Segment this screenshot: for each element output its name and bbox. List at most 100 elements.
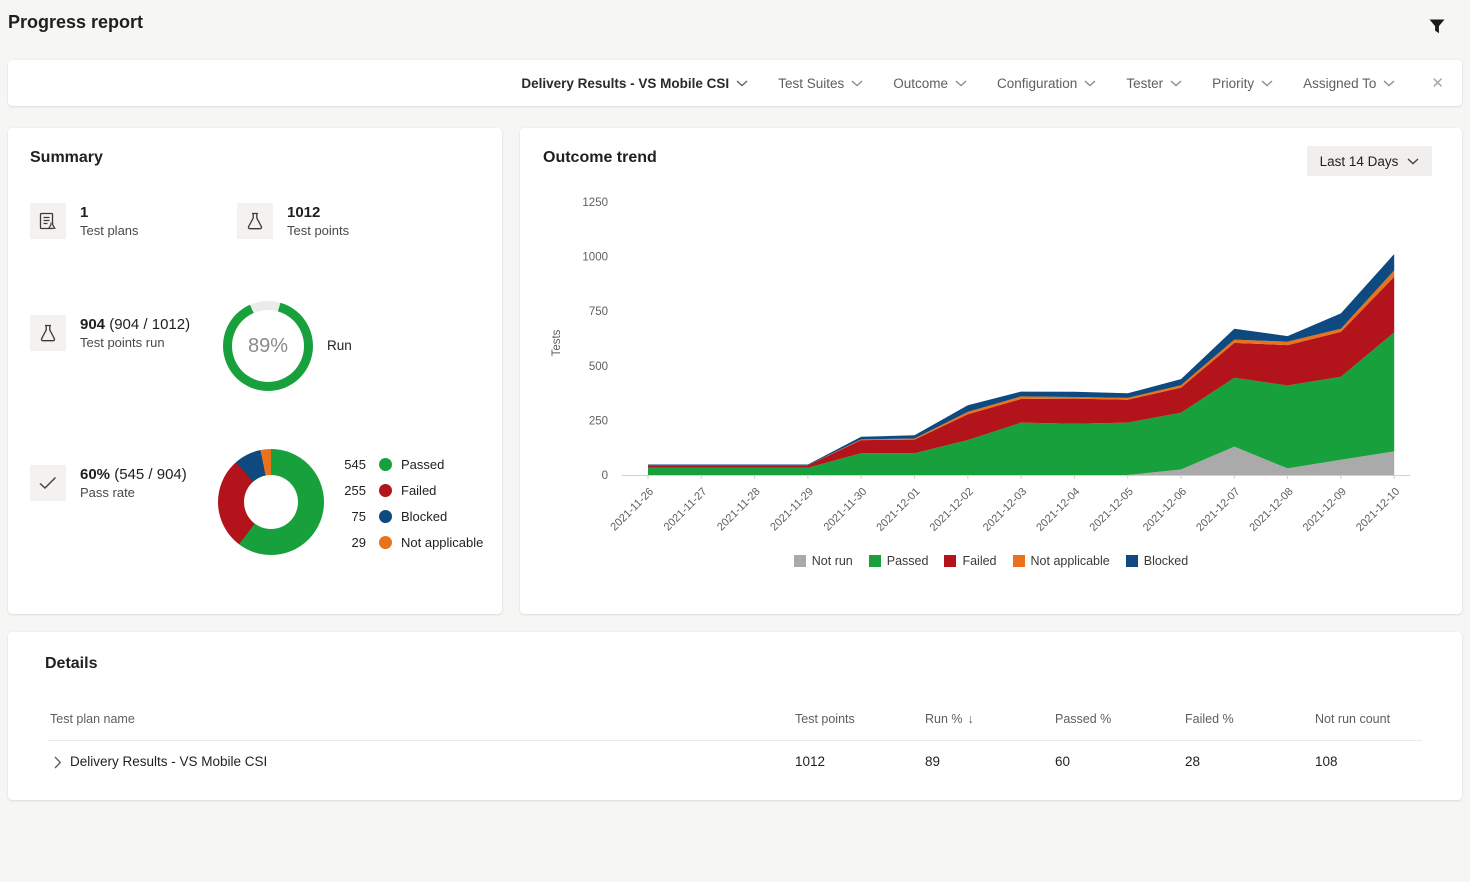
legend-swatch-icon xyxy=(1012,555,1025,567)
row-run-pct: 89 xyxy=(925,754,941,769)
filter-label: Test Suites xyxy=(778,75,845,91)
beaker-icon xyxy=(237,203,273,239)
x-axis-date-label: 2021-11-28 xyxy=(715,486,763,534)
x-axis-date-label: 2021-11-30 xyxy=(822,486,870,534)
stat-test-plans: 1 Test plans xyxy=(30,203,139,240)
column-header-run-pct[interactable]: Run % ↓ xyxy=(925,712,974,726)
x-axis-date-label: 2021-12-04 xyxy=(1034,486,1082,534)
chevron-down-icon xyxy=(851,80,863,86)
trend-legend-item-passed: Passed xyxy=(868,554,929,568)
filter-label: Priority xyxy=(1212,75,1255,91)
x-axis-date-label: 2021-12-01 xyxy=(874,486,922,534)
run-donut-label: Run xyxy=(327,338,352,353)
x-axis-date-label: 2021-11-27 xyxy=(662,486,710,534)
legend-value: 29 xyxy=(351,534,366,550)
test-plan-filter-dropdown[interactable]: Delivery Results - VS Mobile CSI xyxy=(521,76,748,91)
filter-funnel-icon[interactable] xyxy=(1424,13,1450,39)
legend-label: Passed xyxy=(401,456,445,472)
area-series-passed xyxy=(648,332,1395,475)
table-header-divider xyxy=(48,740,1422,741)
column-header-failed-pct[interactable]: Failed % xyxy=(1185,712,1234,726)
summary-card: Summary 1 Test plans 1012 Test points xyxy=(8,128,502,614)
run-percent-value: 89% xyxy=(247,334,289,357)
legend-label: Passed xyxy=(886,554,929,568)
column-label: Passed % xyxy=(1055,712,1112,726)
filter-dropdown-configuration[interactable]: Configuration xyxy=(997,76,1096,91)
trend-legend-item-not-applicable: Not applicable xyxy=(1012,554,1110,568)
legend-value: 75 xyxy=(351,508,366,524)
legend-label: Failed xyxy=(962,554,997,568)
column-label: Run % xyxy=(925,712,963,726)
y-axis-tick-label: 1250 xyxy=(582,197,608,209)
row-passed-pct: 60 xyxy=(1055,754,1071,769)
filter-dropdown-assigned-to[interactable]: Assigned To xyxy=(1303,76,1395,91)
legend-label: Blocked xyxy=(1143,554,1189,568)
column-header-test-points[interactable]: Test points xyxy=(795,712,855,726)
chevron-down-icon xyxy=(1170,80,1182,86)
trend-legend-item-not-run: Not run xyxy=(793,554,853,568)
run-percent-donut: 89% xyxy=(223,301,313,391)
y-axis-tick-label: 750 xyxy=(589,306,608,318)
test-points-run-value: 904 (904 / 1012) xyxy=(80,316,190,334)
y-axis-tick-label: 250 xyxy=(589,415,608,427)
filter-dropdown-priority[interactable]: Priority xyxy=(1212,76,1273,91)
expand-row-chevron-icon[interactable] xyxy=(54,756,62,769)
chevron-down-icon xyxy=(1084,80,1096,86)
blocked-dot-icon xyxy=(379,509,392,523)
column-label: Failed % xyxy=(1185,712,1234,726)
row-test-plan-name[interactable]: Delivery Results - VS Mobile CSI xyxy=(70,754,268,769)
legend-label: Blocked xyxy=(401,508,448,524)
column-label: Test points xyxy=(795,712,855,726)
filter-label: Tester xyxy=(1126,75,1164,91)
chevron-down-icon xyxy=(1261,80,1273,86)
trend-legend-item-failed: Failed xyxy=(944,554,997,568)
value-bold: 904 xyxy=(80,316,106,333)
legend-label: Not applicable xyxy=(1030,554,1110,568)
page-title: Progress report xyxy=(8,12,144,32)
chevron-down-icon xyxy=(736,80,748,86)
column-header-not-run-count[interactable]: Not run count xyxy=(1315,712,1390,726)
outcome-legend-item-passed: 545 Passed xyxy=(338,455,444,473)
legend-swatch-icon xyxy=(868,555,881,567)
failed-dot-icon xyxy=(379,483,392,497)
x-axis-date-label: 2021-12-07 xyxy=(1194,486,1242,534)
checkmark-icon xyxy=(30,465,66,501)
column-header-passed-pct[interactable]: Passed % xyxy=(1055,712,1111,726)
filter-label: Assigned To xyxy=(1303,75,1377,91)
legend-label: Failed xyxy=(401,482,437,498)
outcome-trend-title: Outcome trend xyxy=(543,149,657,166)
pass-rate-value: 60% (545 / 904) xyxy=(80,466,187,484)
column-header-test-plan-name[interactable]: Test plan name xyxy=(50,712,135,726)
outcome-legend-item-not-applicable: 29 Not applicable xyxy=(338,533,484,551)
clear-filters-close-icon[interactable]: ✕ xyxy=(1431,74,1444,92)
value-bold: 60% xyxy=(80,466,111,483)
trend-legend-item-blocked: Blocked xyxy=(1125,554,1189,568)
x-axis-date-label: 2021-11-26 xyxy=(608,486,656,534)
stat-pass-rate: 60% (545 / 904) Pass rate xyxy=(30,465,187,502)
details-card: Details Test plan name Test points Run %… xyxy=(8,632,1462,800)
x-axis-date-label: 2021-12-02 xyxy=(928,486,976,534)
row-failed-pct: 28 xyxy=(1185,754,1201,769)
x-axis-date-label: 2021-12-05 xyxy=(1088,486,1136,534)
beaker-icon xyxy=(30,315,66,351)
passed-dot-icon xyxy=(379,457,392,471)
legend-value: 545 xyxy=(344,456,366,472)
x-axis-date-label: 2021-12-09 xyxy=(1301,486,1349,534)
filter-dropdown-test-suites[interactable]: Test Suites xyxy=(778,76,863,91)
test-plan-filter-label: Delivery Results - VS Mobile CSI xyxy=(521,75,730,91)
filter-dropdown-tester[interactable]: Tester xyxy=(1126,76,1182,91)
stat-test-points: 1012 Test points xyxy=(237,203,349,240)
y-axis-title: Tests xyxy=(551,329,563,356)
test-points-label: Test points xyxy=(287,223,350,238)
filter-dropdown-outcome[interactable]: Outcome xyxy=(893,76,967,91)
outcome-trend-card: Outcome trend Last 14 Days 0 250 500 750 100… xyxy=(520,128,1462,614)
outcome-donut-chart xyxy=(218,449,324,555)
test-plan-icon xyxy=(30,203,66,239)
date-range-label: Last 14 Days xyxy=(1319,153,1399,169)
details-title: Details xyxy=(45,655,98,672)
date-range-dropdown[interactable]: Last 14 Days xyxy=(1307,146,1432,176)
test-plans-value: 1 xyxy=(80,204,89,221)
x-axis-date-label: 2021-12-06 xyxy=(1141,486,1189,534)
sort-descending-icon: ↓ xyxy=(967,712,974,726)
